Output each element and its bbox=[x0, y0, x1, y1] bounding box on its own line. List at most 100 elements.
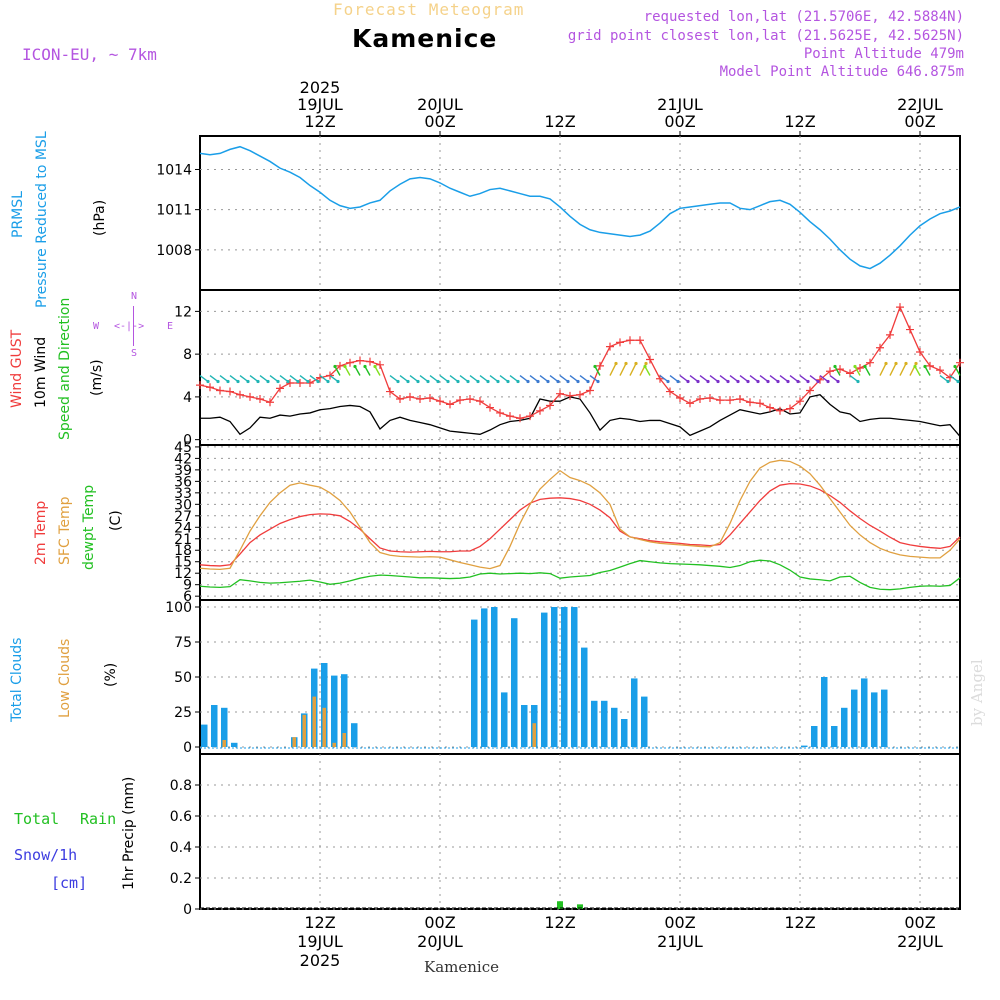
point-altitude: Point Altitude 479m bbox=[803, 46, 964, 62]
wind-dir-arrow bbox=[329, 374, 339, 383]
y-tick-label: 1008 bbox=[156, 243, 192, 259]
wind-dir-arrow bbox=[334, 366, 341, 376]
wind-dir-arrow bbox=[759, 374, 769, 383]
wind-dir-arrow bbox=[899, 363, 907, 376]
wind-dir-arrow bbox=[879, 363, 887, 376]
gust-marker bbox=[376, 360, 384, 369]
requested-coords: requested lon,lat (21.5706E, 42.5884N) bbox=[643, 9, 964, 25]
rain-bar bbox=[577, 904, 583, 909]
wind-dir-arrowhead bbox=[853, 364, 857, 369]
gust-marker bbox=[446, 400, 454, 409]
y-tick-label: 15 bbox=[174, 555, 192, 571]
gust-marker bbox=[366, 357, 374, 366]
wind-dir-arrow bbox=[239, 374, 249, 383]
compass-vline bbox=[133, 306, 134, 346]
wind-dir-arrowhead bbox=[216, 379, 220, 384]
gridpoint-coords: grid point closest lon,lat (21.5625E, 42… bbox=[567, 28, 964, 44]
snow-label: Snow/1h bbox=[14, 846, 78, 864]
wind-dir-arrow bbox=[364, 366, 371, 376]
wind-dir-arrow bbox=[419, 374, 429, 383]
wind-dir-arrowhead bbox=[266, 379, 270, 384]
wind-dir-arrowhead bbox=[506, 379, 510, 384]
wind-dir-arrow bbox=[629, 363, 637, 376]
wind-dir-arrow bbox=[729, 374, 739, 383]
temp-2m-line bbox=[199, 483, 961, 567]
top-time-label: 19JUL bbox=[297, 95, 343, 114]
y-tick-label: 45 bbox=[174, 440, 192, 456]
y-tick-label: 25 bbox=[174, 705, 192, 721]
wind-dir-arrowhead bbox=[576, 379, 580, 384]
wind-dir-arrow bbox=[719, 374, 729, 383]
wind-dir-arrowhead bbox=[956, 379, 960, 384]
wind-dir-arrow bbox=[374, 366, 381, 376]
y-tick-label: 21 bbox=[174, 532, 192, 548]
gust-marker bbox=[286, 379, 294, 387]
gust-marker bbox=[906, 325, 914, 334]
y-tick-label: 42 bbox=[174, 451, 192, 467]
y-tick-label: 0.8 bbox=[170, 778, 192, 794]
gust-marker bbox=[256, 395, 264, 404]
wind-dir-arrowhead bbox=[863, 364, 867, 369]
wind-dir-arrowhead bbox=[416, 379, 420, 384]
wind-dir-arrow bbox=[579, 374, 589, 383]
wind-dir-arrowhead bbox=[256, 379, 260, 384]
gust-marker bbox=[576, 390, 584, 399]
wind-dir-arrow bbox=[344, 366, 351, 376]
bottom-time-label: 00Z bbox=[424, 913, 455, 932]
wind-dir-arrow bbox=[644, 366, 651, 376]
wind-dir-arrowhead bbox=[286, 379, 290, 384]
total-cloud-bar bbox=[881, 689, 888, 747]
top-time-label: 12Z bbox=[544, 112, 575, 131]
gust-marker bbox=[466, 395, 474, 404]
wind-dir-arrowhead bbox=[306, 379, 310, 384]
total-cloud-bar bbox=[871, 692, 878, 747]
gust-marker bbox=[926, 361, 934, 370]
gust-marker bbox=[886, 330, 894, 339]
wind-dir-arrow bbox=[249, 374, 259, 383]
wind-dir-arrow bbox=[219, 374, 229, 383]
gust-marker bbox=[216, 386, 224, 395]
low-cloud-bar bbox=[222, 740, 226, 747]
total-cloud-bar bbox=[351, 723, 358, 747]
total-cloud-bar bbox=[211, 705, 218, 747]
wind-dir-arrow bbox=[594, 366, 601, 376]
wind-dir-arrowhead bbox=[706, 379, 710, 384]
wind-dir-arrow bbox=[289, 374, 299, 383]
wind-dir-arrowhead bbox=[776, 379, 780, 384]
wind-dir-arrowhead bbox=[226, 379, 230, 384]
bottom-time-label: 19JUL bbox=[297, 932, 343, 951]
gust-marker bbox=[596, 361, 604, 370]
total-cloud-bar bbox=[831, 726, 838, 747]
low-cloud-bar bbox=[292, 737, 296, 747]
wind-dir-arrow bbox=[399, 374, 409, 383]
wind-dir-arrowhead bbox=[326, 379, 330, 384]
wind-dir-arrow bbox=[709, 374, 719, 383]
wind-dir-arrow bbox=[199, 374, 209, 383]
wind-dir-arrow bbox=[854, 366, 861, 376]
wind-dir-arrowhead bbox=[696, 379, 700, 384]
total-cloud-bar bbox=[521, 705, 528, 747]
low-cloud-bar bbox=[312, 696, 316, 747]
wind-dir-arrow bbox=[354, 366, 361, 376]
top-time-label: 12Z bbox=[304, 112, 335, 131]
wind-dir-arrow bbox=[849, 374, 859, 383]
total-cloud-bar bbox=[231, 742, 238, 747]
gust-marker bbox=[796, 397, 804, 406]
gust-marker bbox=[816, 375, 824, 384]
y-tick-label: 8 bbox=[183, 347, 192, 363]
wind-dir-arrowhead bbox=[644, 361, 648, 366]
y-tick-label: 0.6 bbox=[170, 809, 192, 825]
sfc-temp-line bbox=[199, 459, 961, 571]
wind-dir-arrow bbox=[309, 374, 319, 383]
chart-title: Forecast Meteogram bbox=[333, 0, 525, 19]
wind-dir-arrow bbox=[389, 374, 399, 383]
wind-dir-arrow bbox=[569, 374, 579, 383]
wind-dir-arrow bbox=[529, 374, 539, 383]
bottom-time-label: 12Z bbox=[544, 913, 575, 932]
y-tick-label: 27 bbox=[174, 509, 192, 525]
wind-dir-arrow bbox=[299, 374, 309, 383]
wind-dir-arrow bbox=[509, 374, 519, 383]
y-tick-label: 50 bbox=[174, 670, 192, 686]
wind-dir-arrow bbox=[949, 374, 959, 383]
wind-dir-arrowhead bbox=[836, 379, 840, 384]
